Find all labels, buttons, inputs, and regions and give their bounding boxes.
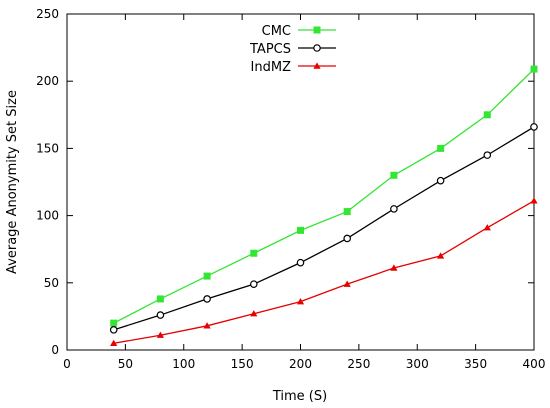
x-tick-label: 200 bbox=[289, 357, 312, 371]
y-tick-label: 0 bbox=[51, 343, 59, 357]
x-tick-label: 0 bbox=[63, 357, 71, 371]
data-point-cmc bbox=[203, 272, 211, 280]
series-indmz bbox=[110, 197, 538, 346]
data-point-indmz bbox=[483, 224, 491, 231]
axis-tick-labels: 0 50 100 150 200 250 300 350 400 0 50 100 150 200 250 bbox=[36, 7, 545, 371]
x-tick-label: 100 bbox=[172, 357, 195, 371]
x-tick-label: 150 bbox=[231, 357, 254, 371]
data-point-cmc bbox=[343, 208, 351, 216]
series-cmc bbox=[110, 65, 538, 327]
x-tick-label: 350 bbox=[464, 357, 487, 371]
series-line-tapcs bbox=[113, 126, 535, 331]
legend-label: IndMZ bbox=[251, 60, 292, 75]
y-tick-label: 200 bbox=[36, 74, 59, 88]
legend-item-tapcs: TAPCS bbox=[249, 42, 336, 57]
data-point-tapcs bbox=[436, 176, 445, 185]
data-point-tapcs bbox=[483, 151, 492, 159]
data-point-cmc bbox=[390, 171, 398, 179]
data-point-indmz bbox=[110, 339, 118, 346]
data-point-indmz bbox=[203, 322, 211, 329]
legend: CMC TAPCS IndMZ bbox=[249, 24, 336, 75]
x-tick-label: 50 bbox=[118, 357, 133, 371]
legend-label: CMC bbox=[262, 24, 291, 39]
data-point-indmz bbox=[296, 298, 305, 305]
data-point-tapcs bbox=[530, 123, 538, 131]
data-point-tapcs bbox=[203, 295, 211, 303]
data-point-indmz bbox=[250, 310, 258, 317]
legend-swatch-marker bbox=[313, 62, 321, 69]
series-line-cmc bbox=[113, 68, 535, 324]
data-point-indmz bbox=[390, 264, 398, 271]
data-point-tapcs bbox=[390, 205, 398, 213]
x-tick-label: 250 bbox=[347, 357, 370, 371]
legend-item-cmc: CMC bbox=[262, 24, 336, 39]
series-line-indmz bbox=[113, 200, 535, 344]
data-point-tapcs bbox=[343, 234, 352, 243]
x-tick-label: 300 bbox=[406, 357, 429, 371]
y-tick-label: 100 bbox=[36, 209, 59, 223]
data-point-tapcs bbox=[109, 326, 118, 334]
data-point-cmc bbox=[250, 249, 258, 257]
data-point-cmc bbox=[437, 144, 445, 152]
axis-ticks bbox=[66, 13, 535, 351]
data-point-cmc bbox=[483, 111, 491, 119]
data-point-indmz bbox=[343, 280, 351, 287]
data-point-tapcs bbox=[296, 258, 305, 267]
legend-swatch-marker bbox=[313, 26, 321, 34]
x-axis-title: Time (S) bbox=[272, 389, 327, 404]
y-axis-title: Average Anonymity Set Size bbox=[5, 90, 20, 274]
y-tick-label: 250 bbox=[36, 7, 59, 21]
data-point-indmz bbox=[156, 331, 164, 338]
data-point-tapcs bbox=[156, 311, 165, 319]
legend-swatch-marker bbox=[313, 44, 321, 52]
data-point-cmc bbox=[530, 65, 538, 73]
data-point-cmc bbox=[110, 319, 118, 327]
legend-label: TAPCS bbox=[249, 42, 291, 57]
data-point-cmc bbox=[156, 295, 164, 303]
x-tick-label: 400 bbox=[523, 357, 546, 371]
data-point-tapcs bbox=[250, 280, 258, 288]
data-series bbox=[109, 65, 538, 346]
series-tapcs bbox=[109, 123, 538, 334]
data-point-indmz bbox=[530, 197, 538, 204]
data-point-cmc bbox=[297, 226, 304, 234]
legend-item-indmz: IndMZ bbox=[251, 60, 336, 75]
y-tick-label: 150 bbox=[36, 141, 59, 155]
y-tick-label: 50 bbox=[44, 276, 59, 290]
data-point-indmz bbox=[437, 252, 445, 259]
